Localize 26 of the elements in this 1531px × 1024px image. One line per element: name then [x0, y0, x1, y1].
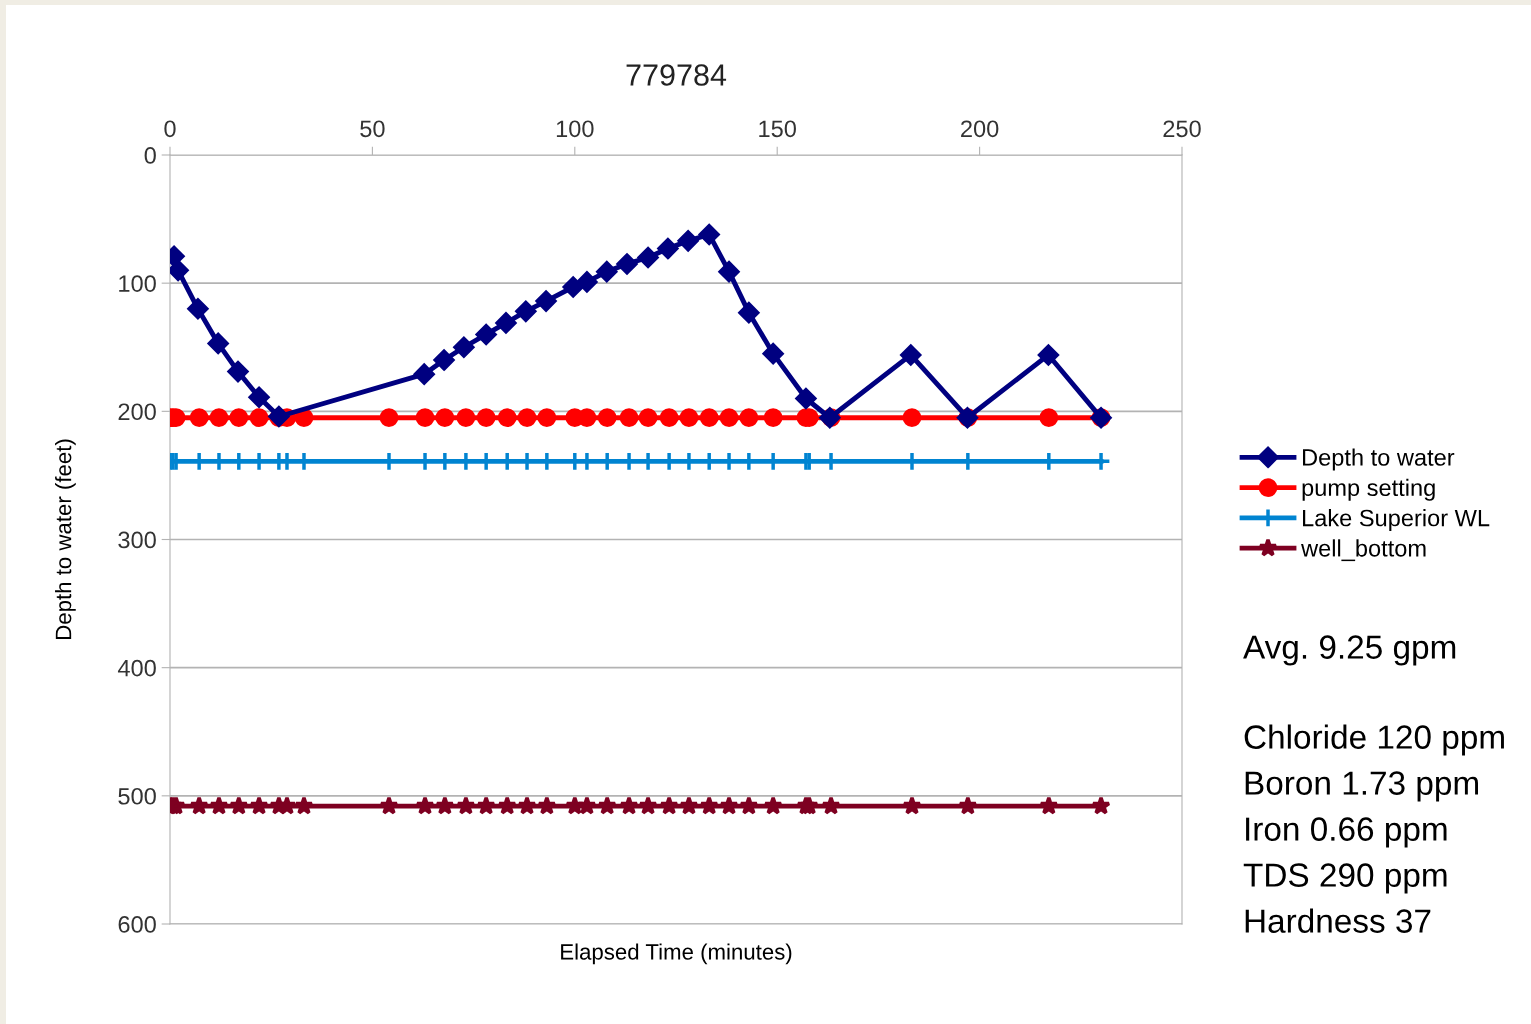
y-tick-label: 600 — [118, 916, 156, 933]
text: TDS 290 ppm — [1243, 863, 1447, 894]
x-tick-label: 100 — [556, 120, 594, 138]
y-axis-title: Depth to water (feet) — [55, 439, 76, 639]
x-tick-label: 150 — [759, 120, 796, 138]
x-axis-title: Elapsed Time (minutes) — [561, 943, 792, 965]
legend-label: pump setting — [1302, 478, 1435, 501]
x-tick-label: 200 — [961, 120, 999, 138]
chart-title: 779784 — [626, 64, 727, 86]
legend-label: Lake Superior WL — [1303, 509, 1490, 532]
legend-label: well_bottom — [1301, 539, 1426, 562]
text: Boron 1.73 ppm — [1245, 771, 1478, 802]
text: Hardness 37 — [1245, 908, 1431, 933]
y-tick-label: 500 — [118, 787, 156, 805]
y-tick-label: 0 — [144, 147, 156, 164]
y-tick-label: 100 — [119, 275, 156, 292]
legend-label: Depth to water — [1303, 448, 1455, 471]
text: Iron 0.66 ppm — [1246, 817, 1447, 848]
text: Avg. 9.25 gpm — [1243, 635, 1456, 666]
y-tick-label: 400 — [117, 659, 156, 677]
y-tick-label: 200 — [118, 403, 156, 421]
text: Chloride 120 ppm — [1244, 724, 1504, 756]
y-tick-label: 300 — [118, 531, 156, 549]
x-tick-label: 250 — [1163, 120, 1201, 138]
x-tick-label: 0 — [164, 120, 176, 138]
x-tick-label: 50 — [360, 120, 385, 138]
